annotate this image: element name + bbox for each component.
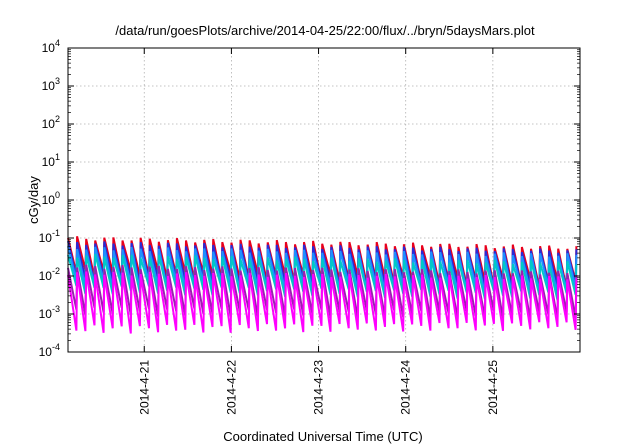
x-tick-label: 2014-4-22 (224, 360, 238, 415)
y-tick-label: 10-3 (39, 304, 60, 321)
y-tick-label: 10-1 (39, 228, 60, 245)
x-tick-labels: 2014-4-21 2014-4-22 2014-4-23 2014-4-24 2014… (137, 360, 500, 415)
y-tick-label: 102 (42, 114, 60, 131)
y-tick-label: 103 (42, 76, 60, 93)
series-line (67, 271, 578, 334)
y-tick-label: 100 (42, 190, 60, 207)
x-tick-label: 2014-4-21 (137, 360, 151, 415)
y-tick-label: 10-2 (39, 266, 60, 283)
series-group (67, 236, 578, 334)
x-tick-label: 2014-4-25 (486, 360, 500, 415)
x-tick-label: 2014-4-24 (399, 360, 413, 415)
y-tick-labels: 10-4 10-3 10-2 10-1 100 101 102 103 104 (39, 38, 60, 359)
y-axis-label: cGy/day (26, 176, 41, 224)
chart-title: /data/run/goesPlots/archive/2014-04-25/2… (115, 23, 535, 38)
y-tick-label: 104 (42, 38, 60, 55)
y-tick-label: 101 (42, 152, 60, 169)
x-axis-label: Coordinated Universal Time (UTC) (223, 429, 422, 444)
ticks (68, 47, 580, 353)
y-tick-label: 10-4 (39, 342, 60, 359)
x-tick-label: 2014-4-23 (312, 360, 326, 415)
